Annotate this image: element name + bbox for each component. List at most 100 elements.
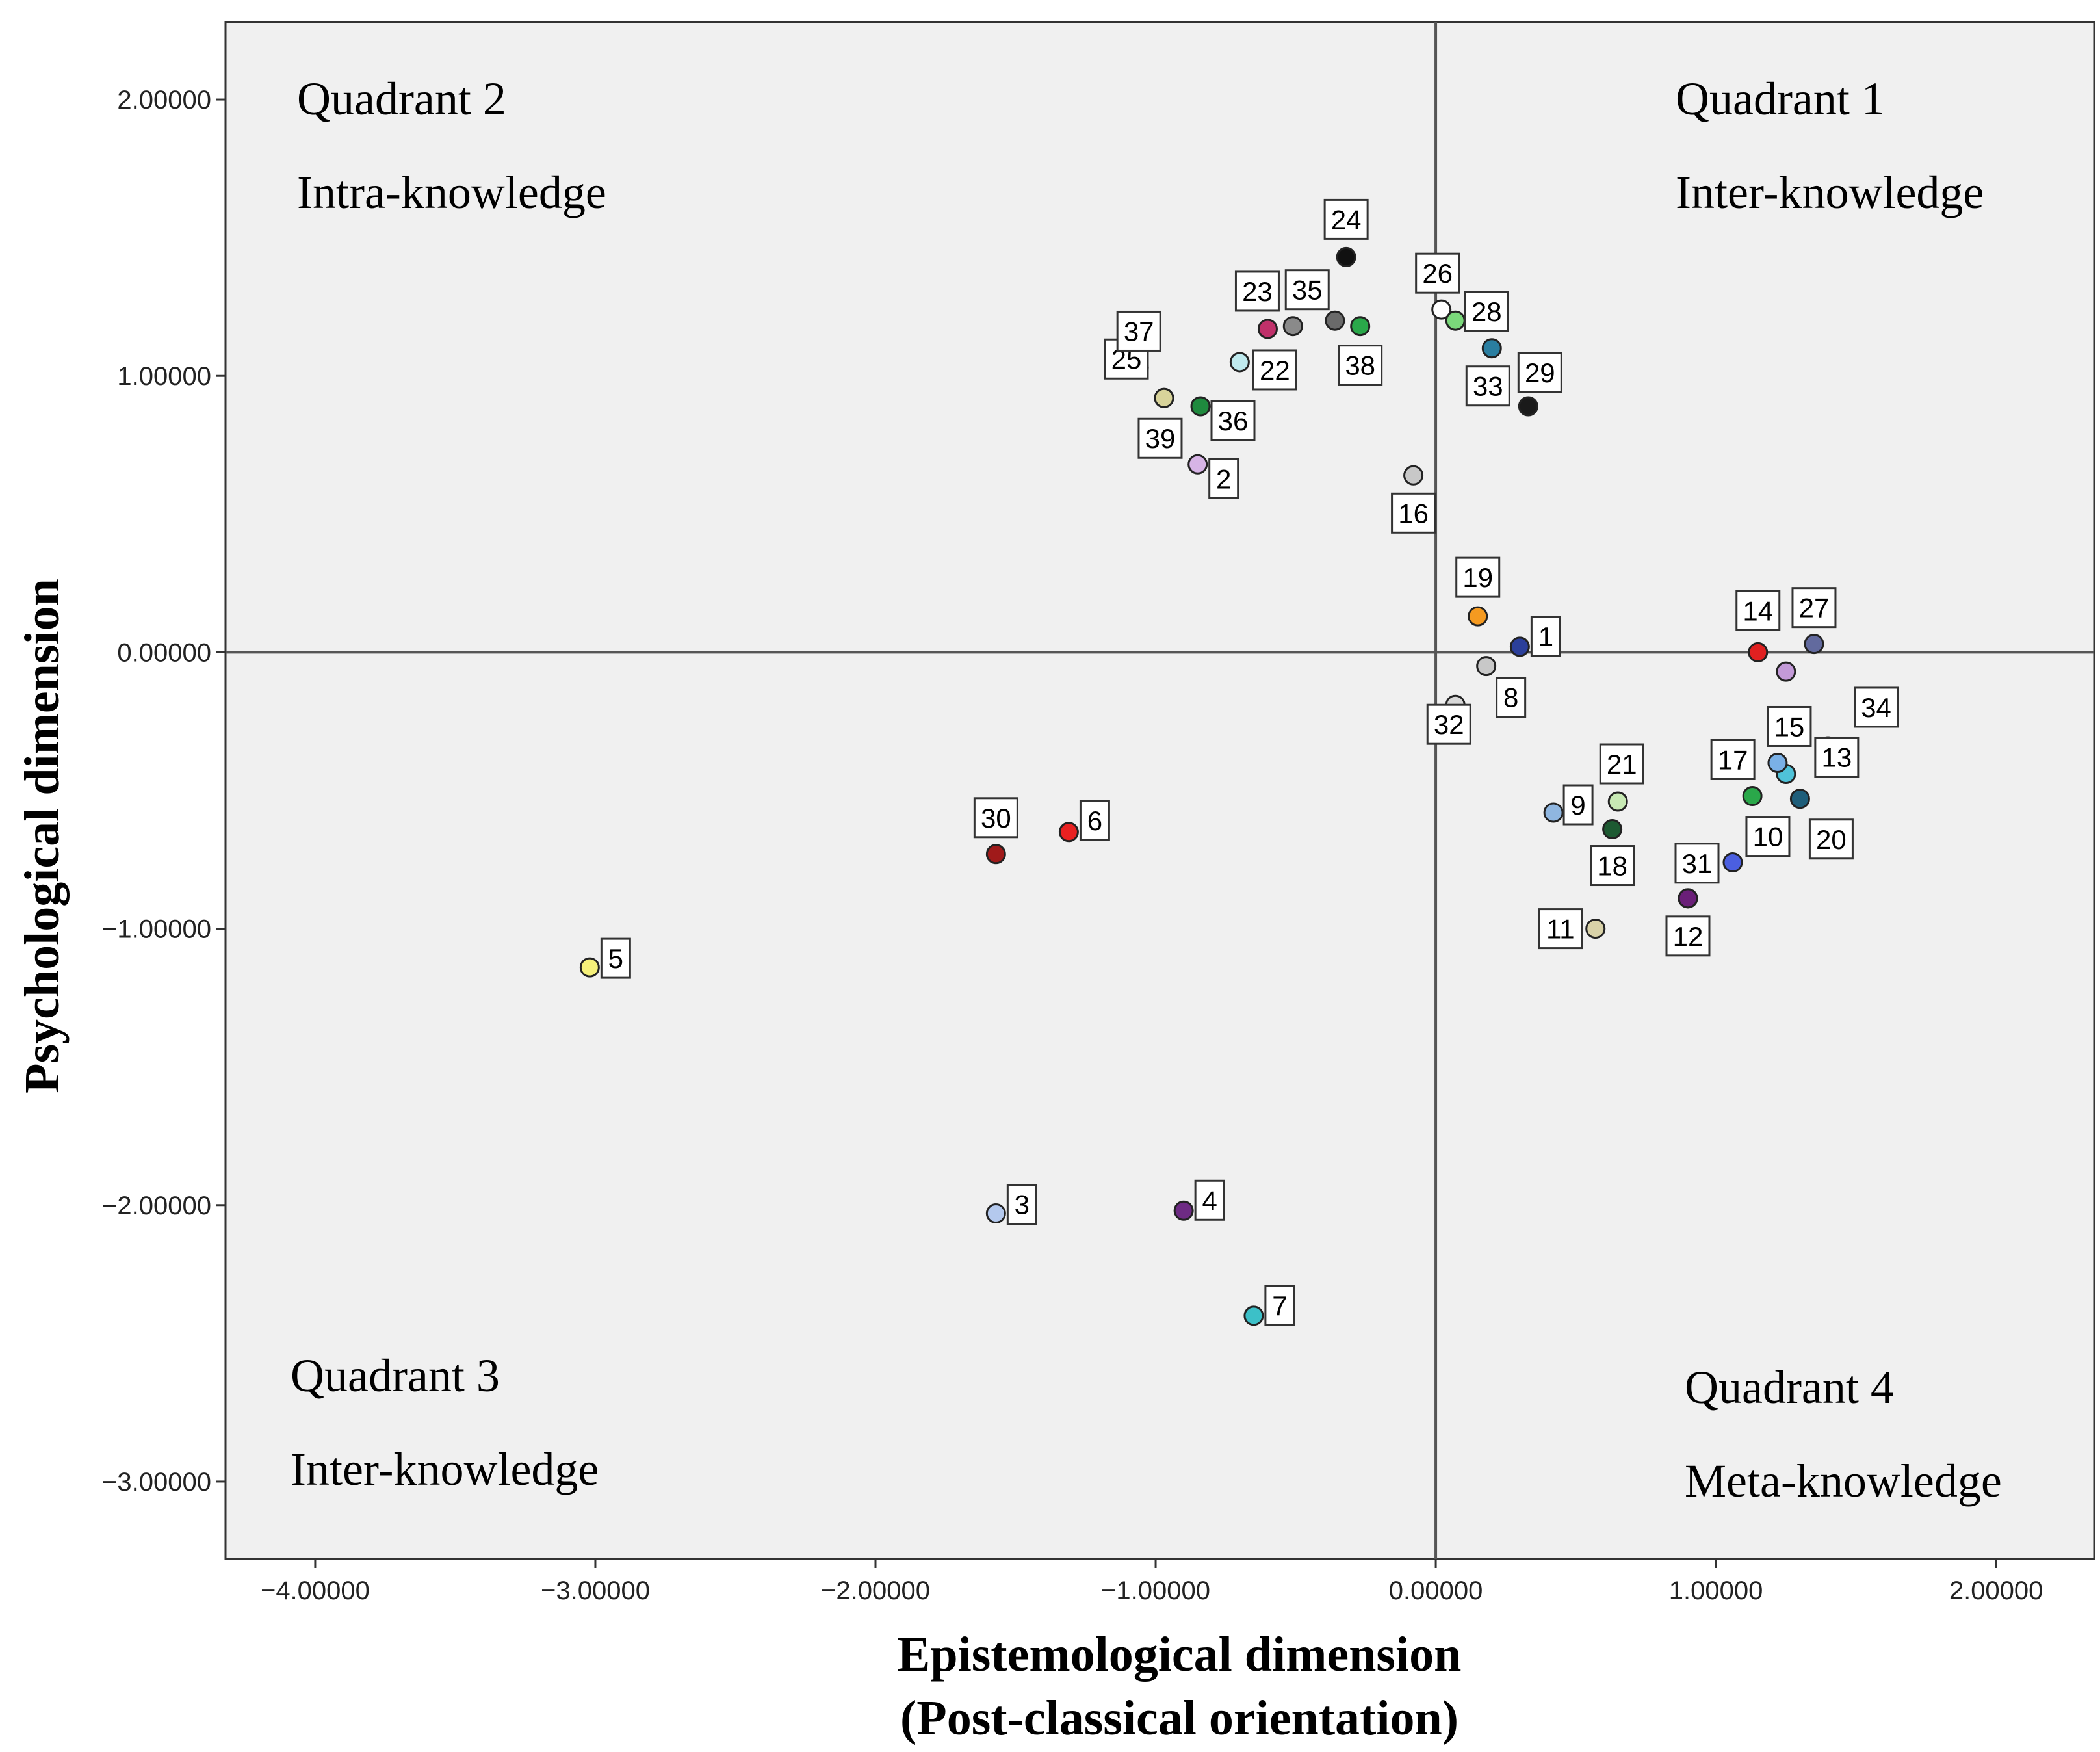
y-tick-label: −2.00000 — [102, 1192, 211, 1220]
quadrant-subtitle: Meta-knowledge — [1685, 1455, 2002, 1507]
point-label: 18 — [1597, 851, 1627, 882]
data-point — [579, 957, 600, 978]
point-label: 7 — [1272, 1290, 1287, 1321]
data-point — [1543, 802, 1564, 823]
data-point — [1585, 919, 1606, 939]
point-label: 11 — [1546, 914, 1575, 945]
quadrant-annotations: Quadrant 2 Intra-knowledge Quadrant 1 Inter… — [291, 73, 2002, 1507]
point-label-box — [1137, 417, 1183, 459]
point-label-box — [1426, 703, 1471, 745]
y-tick-label: 2.00000 — [117, 86, 211, 114]
data-point — [1190, 396, 1211, 417]
x-tick-label: 0.00000 — [1389, 1576, 1483, 1605]
quadrant-subtitle: Inter-knowledge — [291, 1443, 599, 1495]
point-label: 9 — [1570, 790, 1585, 820]
point-label-box — [1517, 352, 1562, 393]
point-label-box — [1791, 587, 1837, 629]
data-point — [1722, 852, 1743, 873]
point-label: 10 — [1753, 822, 1783, 852]
point-label-box — [1808, 818, 1854, 860]
point-label: 2 — [1216, 464, 1231, 494]
point-label: 19 — [1462, 562, 1493, 593]
point-label: 30 — [981, 803, 1011, 833]
data-point — [1481, 338, 1502, 359]
data-point — [1602, 819, 1623, 840]
y-tick-label: 0.00000 — [117, 638, 211, 667]
point-label: 26 — [1422, 258, 1453, 289]
point-label: 6 — [1087, 805, 1102, 836]
data-point — [1154, 387, 1174, 408]
point-label-box — [1745, 816, 1791, 857]
data-point — [1431, 299, 1452, 320]
y-tick-label: −1.00000 — [102, 915, 211, 944]
point-label: 12 — [1673, 921, 1704, 952]
data-point — [1403, 465, 1424, 486]
data-point — [1518, 396, 1538, 417]
x-tick-label: −3.00000 — [541, 1576, 650, 1605]
point-label-box — [1530, 616, 1561, 657]
data-point — [1748, 642, 1769, 662]
quadrant-title: Quadrant 1 — [1676, 73, 1885, 125]
x-tick-label: 1.00000 — [1669, 1576, 1763, 1605]
point-label-box — [1284, 269, 1330, 311]
data-point — [1776, 661, 1796, 682]
point-label: 24 — [1331, 204, 1362, 235]
point-label-box — [1464, 291, 1509, 332]
point-label: 38 — [1345, 350, 1375, 381]
point-label-box — [600, 937, 631, 979]
x-tick-label: −4.00000 — [261, 1576, 370, 1605]
point-label-box — [1415, 252, 1460, 294]
point-label: 32 — [1434, 709, 1464, 740]
point-label: 36 — [1218, 406, 1249, 436]
data-point — [1187, 454, 1208, 475]
point-label-box — [1234, 270, 1280, 312]
point-label: 23 — [1242, 276, 1273, 307]
point-label-box — [1767, 705, 1812, 747]
x-tick-label: −1.00000 — [1101, 1576, 1210, 1605]
data-point — [1350, 316, 1371, 337]
point-label-box — [1854, 686, 1899, 728]
point-label-box — [1665, 915, 1711, 957]
point-label: 17 — [1718, 745, 1748, 776]
point-label-box — [1006, 1184, 1037, 1225]
plot-background-layer — [224, 21, 2095, 1560]
data-point — [985, 1203, 1006, 1224]
point-label: 35 — [1292, 275, 1323, 306]
point-label-box — [1674, 843, 1720, 884]
data-point — [1243, 1305, 1264, 1326]
point-label-box — [1208, 458, 1239, 499]
point-label: 29 — [1525, 358, 1555, 388]
data-point — [1789, 789, 1810, 809]
data-point — [1282, 316, 1303, 337]
point-label: 5 — [608, 943, 623, 974]
x-tick-label: −2.00000 — [821, 1576, 930, 1605]
point-label-box — [1562, 784, 1594, 826]
point-label: 13 — [1822, 742, 1852, 772]
x-axis-subtitle: (Post-classical orientation) — [900, 1691, 1458, 1745]
point-label: 22 — [1260, 355, 1290, 386]
data-point — [1804, 634, 1824, 655]
data-point — [1229, 352, 1250, 373]
point-label-box — [1323, 198, 1369, 240]
data-point — [985, 844, 1006, 865]
point-label: 33 — [1473, 371, 1503, 402]
data-point — [1509, 636, 1530, 657]
point-label: 37 — [1124, 316, 1154, 346]
quadrant-title: Quadrant 2 — [297, 73, 506, 125]
point-label: 20 — [1816, 824, 1847, 855]
point-label: 34 — [1861, 692, 1891, 723]
x-tick-label: 2.00000 — [1949, 1576, 2043, 1605]
quadrant-subtitle: Inter-knowledge — [1676, 166, 1984, 218]
quadrant-title: Quadrant 4 — [1685, 1361, 1894, 1413]
quadrant-subtitle: Intra-knowledge — [297, 166, 606, 218]
point-label-box — [1264, 1285, 1295, 1326]
point-label: 27 — [1799, 593, 1830, 623]
point-label-box — [1079, 800, 1110, 841]
axes-layer: −4.00000 −3.00000 −2.00000 −1.00000 0.00000 1… — [102, 22, 2094, 1605]
data-point — [1742, 786, 1763, 807]
x-axis-title: Epistemological dimension — [898, 1627, 1462, 1682]
point-label-box — [1252, 349, 1297, 391]
data-point — [1336, 246, 1356, 267]
data-point — [1678, 888, 1698, 909]
